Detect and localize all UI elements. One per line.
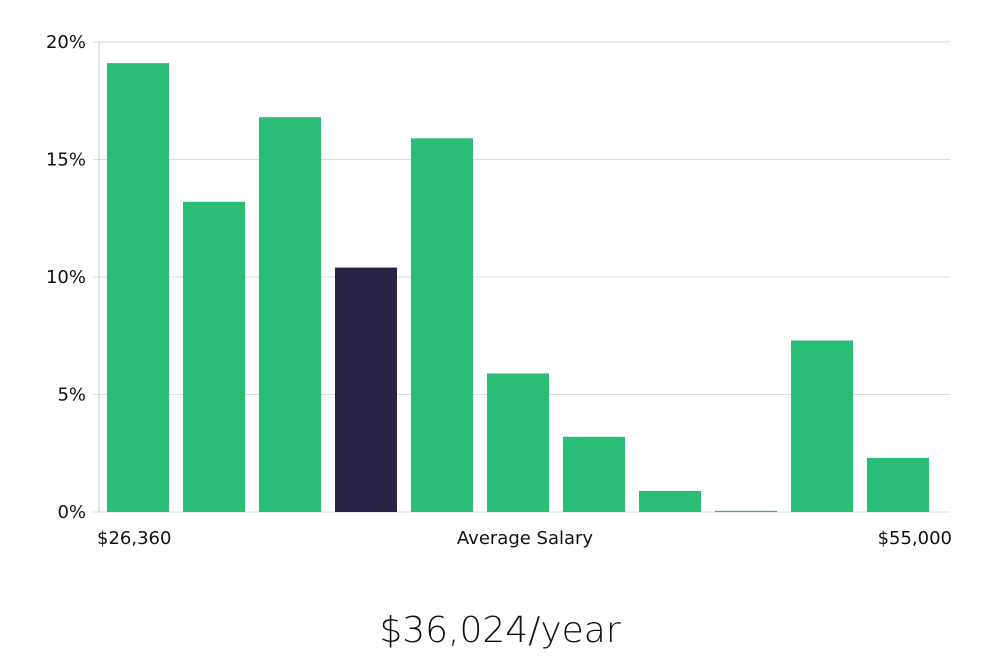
bar (715, 510, 777, 512)
y-tick-label: 20% (46, 32, 86, 53)
y-tick-label: 0% (57, 502, 86, 523)
y-tick-label: 5% (57, 385, 86, 406)
bar (791, 340, 853, 512)
salary-histogram: 0% 5% 10% 15% 20% (46, 32, 950, 523)
bar (867, 457, 929, 512)
bars (107, 63, 929, 513)
bar (639, 490, 701, 512)
bar (259, 117, 321, 512)
highlighted-bar (335, 267, 397, 512)
x-axis-max-label: $55,000 (877, 528, 952, 549)
x-axis-min-label: $26,360 (97, 528, 172, 549)
y-axis-ticks: 0% 5% 10% 15% 20% (46, 32, 86, 523)
x-axis-title: Average Salary (456, 528, 594, 549)
bar (107, 63, 169, 512)
average-salary-headline: $36,024/year (379, 610, 621, 651)
y-tick-label: 15% (46, 150, 86, 171)
y-tick-label: 10% (46, 267, 86, 288)
bar (183, 201, 245, 513)
bar (563, 436, 625, 512)
bar (487, 373, 549, 512)
bar (411, 138, 473, 513)
